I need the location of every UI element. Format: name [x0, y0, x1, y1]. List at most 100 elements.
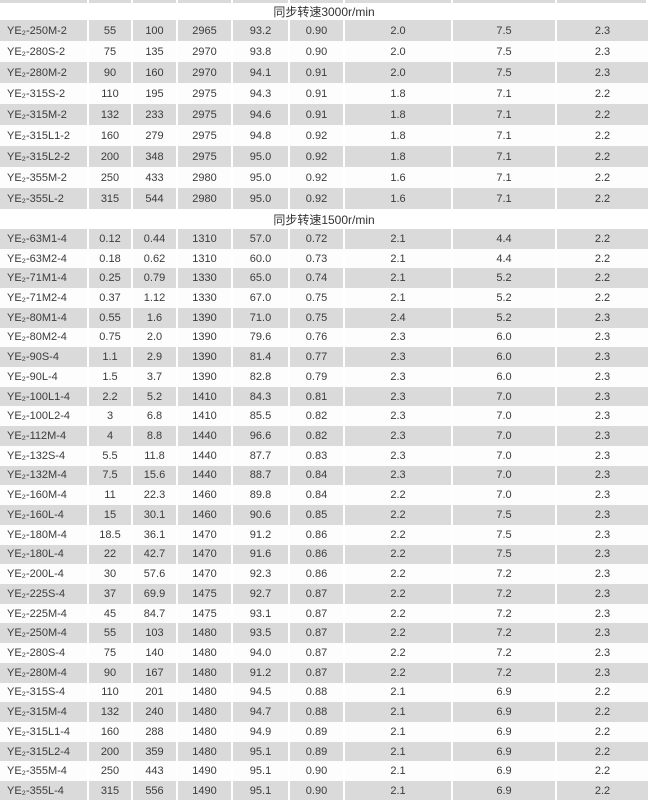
value-cell: 0.82	[290, 406, 345, 427]
value-cell: 2.2	[345, 524, 453, 545]
value-cell: 0.79	[290, 367, 345, 387]
value-cell: 2.2	[345, 564, 453, 584]
value-cell: 1410	[178, 386, 233, 407]
value-cell: 1.6	[345, 188, 453, 209]
value-cell: 2.2	[557, 125, 648, 146]
model-cell: YE₂-112M-4	[0, 426, 89, 446]
value-cell: 0.87	[290, 662, 345, 683]
value-cell: 2.3	[557, 367, 648, 387]
value-cell: 2975	[178, 104, 233, 125]
value-cell: 0.88	[290, 682, 345, 703]
value-cell: 2.3	[345, 367, 453, 387]
table-row: YE₂-355M-2 250 433 2980 95.0 0.92 1.6 7.1 2.2	[0, 167, 648, 188]
value-cell: 0.86	[290, 564, 345, 584]
value-cell: 6.9	[453, 702, 557, 722]
model-cell: YE₂-225M-4	[0, 603, 89, 624]
table-row: YE₂-225M-4 45 84.7 1475 93.1 0.87 2.2 7.2 2.3	[0, 603, 648, 624]
value-cell: 11.8	[133, 445, 178, 466]
value-cell: 0.73	[290, 248, 345, 269]
value-cell: 2.3	[557, 524, 648, 545]
model-cell: YE₂-315L1-2	[0, 125, 89, 146]
value-cell: 160	[133, 62, 178, 83]
value-cell: 2.1	[345, 721, 453, 742]
value-cell: 7.2	[453, 643, 557, 663]
value-cell: 359	[133, 741, 178, 762]
value-cell: 2.2	[345, 505, 453, 525]
value-cell: 93.2	[233, 20, 290, 41]
value-cell: 2.1	[345, 741, 453, 762]
table-section: 同步转速3000r/min YE₂-250M-2 55 100 2965 93.2 0.90…	[0, 3, 648, 209]
value-cell: 2.2	[557, 248, 648, 269]
value-cell: 0.92	[290, 188, 345, 209]
value-cell: 37	[89, 583, 133, 604]
value-cell: 0.85	[290, 505, 345, 525]
value-cell: 1330	[178, 268, 233, 289]
table-row: YE₂-100L1-4 2.2 5.2 1410 84.3 0.81 2.3 7.0 2.3	[0, 386, 648, 407]
spec-table: 同步转速3000r/min YE₂-250M-2 55 100 2965 93.2 0.90…	[0, 3, 648, 800]
value-cell: 0.88	[290, 702, 345, 722]
value-cell: 2.2	[557, 188, 648, 209]
value-cell: 1410	[178, 406, 233, 427]
model-cell: YE₂-315L1-4	[0, 721, 89, 742]
value-cell: 279	[133, 125, 178, 146]
value-cell: 30	[89, 564, 133, 584]
value-cell: 75	[89, 643, 133, 663]
table-row: YE₂-160L-4 15 30.1 1460 90.6 0.85 2.2 7.5 2.3	[0, 505, 648, 525]
value-cell: 0.75	[290, 307, 345, 328]
value-cell: 7.1	[453, 146, 557, 167]
value-cell: 2.2	[557, 83, 648, 104]
value-cell: 7.2	[453, 603, 557, 624]
value-cell: 2.3	[345, 426, 453, 446]
model-cell: YE₂-160M-4	[0, 485, 89, 506]
value-cell: 2.2	[557, 781, 648, 800]
value-cell: 88.7	[233, 465, 290, 486]
model-cell: YE₂-280M-4	[0, 662, 89, 683]
value-cell: 315	[89, 188, 133, 209]
value-cell: 2.2	[345, 544, 453, 565]
value-cell: 0.77	[290, 347, 345, 368]
table-row: YE₂-160M-4 11 22.3 1460 89.8 0.84 2.2 7.0 2.3	[0, 485, 648, 506]
value-cell: 0.76	[290, 327, 345, 348]
model-cell: YE₂-132M-4	[0, 465, 89, 486]
table-row: YE₂-250M-2 55 100 2965 93.2 0.90 2.0 7.5 2.3	[0, 20, 648, 41]
value-cell: 95.0	[233, 167, 290, 188]
value-cell: 81.4	[233, 347, 290, 368]
model-cell: YE₂-315M-4	[0, 702, 89, 722]
value-cell: 2970	[178, 62, 233, 83]
value-cell: 55	[89, 623, 133, 644]
value-cell: 1330	[178, 288, 233, 308]
value-cell: 0.62	[133, 248, 178, 269]
table-row: YE₂-315S-4 110 201 1480 94.5 0.88 2.1 6.9 2.2	[0, 682, 648, 703]
value-cell: 91.2	[233, 524, 290, 545]
table-row: YE₂-71M1-4 0.25 0.79 1330 65.0 0.74 2.1 5.2 2.2	[0, 268, 648, 289]
value-cell: 201	[133, 682, 178, 703]
remnant-cell	[453, 0, 557, 3]
value-cell: 5.2	[453, 268, 557, 289]
table-row: YE₂-80M2-4 0.75 2.0 1390 79.6 0.76 2.3 6.0 2.3	[0, 327, 648, 348]
value-cell: 55	[89, 20, 133, 41]
value-cell: 1390	[178, 307, 233, 328]
value-cell: 94.8	[233, 125, 290, 146]
value-cell: 556	[133, 781, 178, 800]
value-cell: 2.2	[557, 229, 648, 249]
value-cell: 2.2	[345, 603, 453, 624]
value-cell: 6.0	[453, 347, 557, 368]
value-cell: 1440	[178, 445, 233, 466]
value-cell: 0.90	[290, 761, 345, 782]
value-cell: 6.9	[453, 761, 557, 782]
table-row: YE₂-315M-4 132 240 1480 94.7 0.88 2.1 6.9 2.2	[0, 702, 648, 722]
value-cell: 0.75	[290, 288, 345, 308]
value-cell: 0.87	[290, 603, 345, 624]
value-cell: 2.1	[345, 288, 453, 308]
value-cell: 2.2	[557, 682, 648, 703]
table-row: YE₂-315L2-4 200 359 1480 95.1 0.89 2.1 6.9 2.2	[0, 741, 648, 762]
value-cell: 110	[89, 682, 133, 703]
value-cell: 1490	[178, 761, 233, 782]
value-cell: 2.3	[557, 426, 648, 446]
value-cell: 195	[133, 83, 178, 104]
value-cell: 2.3	[557, 505, 648, 525]
value-cell: 7.0	[453, 386, 557, 407]
value-cell: 95.0	[233, 146, 290, 167]
value-cell: 1490	[178, 781, 233, 800]
value-cell: 11	[89, 485, 133, 506]
